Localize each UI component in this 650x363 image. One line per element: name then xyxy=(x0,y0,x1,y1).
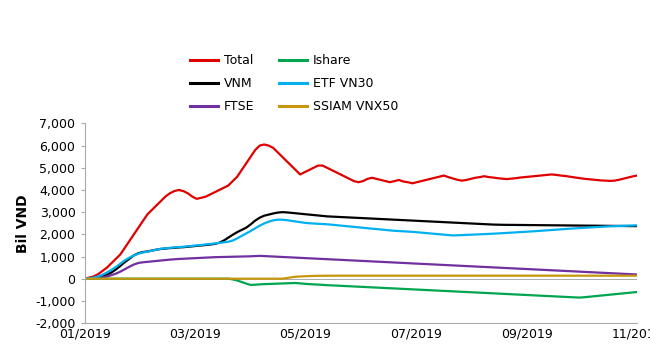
Y-axis label: Bil VND: Bil VND xyxy=(16,194,29,253)
Legend: Total, VNM, FTSE, Ishare, ETF VN30, SSIAM VNX50: Total, VNM, FTSE, Ishare, ETF VN30, SSIA… xyxy=(190,54,398,113)
